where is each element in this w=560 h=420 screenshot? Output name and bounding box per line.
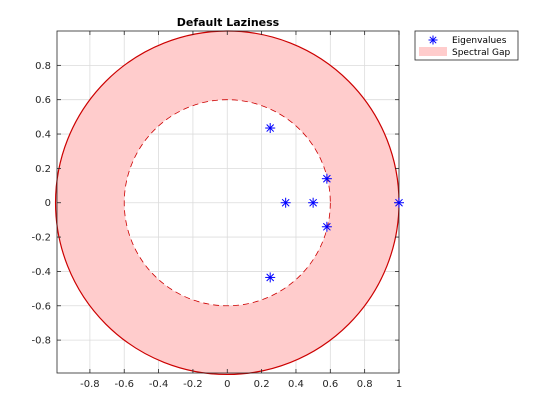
chart-title: Default Laziness	[177, 16, 280, 29]
eigenvalue-point	[394, 197, 404, 208]
spectral-gap-region	[55, 30, 400, 375]
y-tick-label: -0.4	[31, 267, 51, 278]
y-tick-label: 0.8	[35, 61, 51, 72]
spectral-gap-inner-edge	[123, 99, 331, 307]
y-tick-label: 0	[45, 198, 51, 209]
eigenvalue-marker-stroke	[429, 36, 437, 44]
eigenvalue-point	[321, 221, 332, 232]
x-tick-label: -0.8	[80, 379, 100, 390]
eigenvalue-point	[265, 272, 276, 283]
x-tick-label: -0.4	[149, 379, 169, 390]
eigenvalue-point	[321, 173, 332, 184]
eigenvalue-marker-stroke	[322, 222, 331, 231]
y-tick-label: 0.4	[35, 130, 51, 141]
legend-spectral-gap-swatch	[419, 47, 447, 56]
y-tick-label: -0.2	[31, 233, 51, 244]
eigenvalue-marker-stroke	[266, 124, 275, 132]
eigenvalue-marker-stroke	[281, 198, 290, 207]
x-tick-label: -0.6	[114, 379, 134, 390]
x-tick-label: 0.6	[322, 379, 338, 390]
eigenvalue-marker-stroke	[395, 198, 403, 207]
eigenvalue-marker-stroke	[309, 198, 318, 207]
x-tick-label: 0.2	[254, 379, 270, 390]
x-tick-label: 0.8	[357, 379, 373, 390]
x-tick-label: 1	[396, 379, 402, 390]
legend-spectral-gap-label: Spectral Gap	[452, 48, 511, 58]
eigenvalue-point	[280, 197, 291, 208]
legend-eigenvalues-marker	[428, 35, 438, 45]
y-tick-label: 0.6	[35, 95, 51, 106]
y-tick-label: -0.8	[31, 336, 51, 347]
x-tick-label: 0	[224, 379, 230, 390]
legend-eigenvalues-label: Eigenvalues	[452, 36, 507, 46]
eigenvalue-marker-stroke	[266, 273, 275, 282]
plot-area: -0.8 -0.6 -0.4 -0.2 0 0.2 0.4 0.6 0.8 1 -0.8 -0.6 -0…	[31, 30, 404, 390]
y-tick-label: 0.2	[35, 164, 51, 175]
y-tick-label: -0.6	[31, 301, 51, 312]
eigenvalue-marker-stroke	[322, 174, 331, 183]
x-tick-label: 0.4	[288, 379, 304, 390]
x-tick-label: -0.2	[183, 379, 203, 390]
eigenvalue-point	[308, 197, 319, 208]
eigenvalue-point	[265, 123, 276, 134]
legend: Eigenvalues Spectral Gap	[414, 30, 519, 61]
